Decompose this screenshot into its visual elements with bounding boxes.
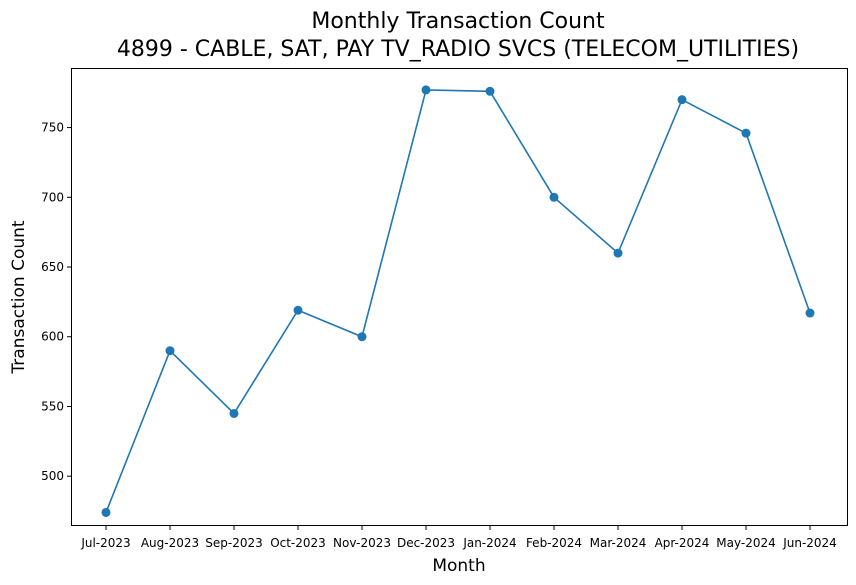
data-point [613,248,623,258]
x-tick-label: Feb-2024 [526,536,582,550]
y-tick-label: 750 [41,121,64,135]
chart-subtitle: 4899 - CABLE, SAT, PAY TV_RADIO SVCS (TE… [117,37,799,62]
data-point [293,305,303,315]
x-tick-label: Nov-2023 [333,536,391,550]
data-point [677,95,687,105]
data-point [741,128,751,138]
y-axis: 500 550 600 650 700 750 [41,121,72,483]
y-tick-label: 500 [41,469,64,483]
y-tick-label: 600 [41,330,64,344]
data-point [165,346,175,356]
series-group [101,85,815,517]
x-tick-label: Jun-2024 [782,536,837,550]
data-point [101,507,111,517]
data-point [485,86,495,96]
x-axis: Jul-2023 Aug-2023 Sep-2023 Oct-2023 Nov-2023… [80,525,837,550]
x-tick-label: Jul-2023 [80,536,130,550]
x-tick-label: Mar-2024 [590,536,647,550]
y-axis-label: Transaction Count [9,220,29,374]
series-line [105,89,811,513]
plot-frame [71,68,848,526]
x-tick-label: May-2024 [716,536,775,550]
data-point [549,192,559,202]
x-tick-label: Aug-2023 [141,536,199,550]
x-tick-label: Jan-2024 [462,536,516,550]
data-point [805,308,815,318]
x-tick-label: Oct-2023 [270,536,326,550]
y-tick-label: 550 [41,399,64,413]
data-point [229,408,239,418]
data-point [421,85,431,95]
y-tick-label: 700 [41,190,64,204]
x-axis-label: Month [432,556,485,576]
x-tick-label: Dec-2023 [397,536,455,550]
y-tick-label: 650 [41,260,64,274]
data-point [357,332,367,342]
x-tick-label: Apr-2024 [655,536,710,550]
chart-title: Monthly Transaction Count [311,9,605,34]
x-tick-label: Sep-2023 [205,536,263,550]
